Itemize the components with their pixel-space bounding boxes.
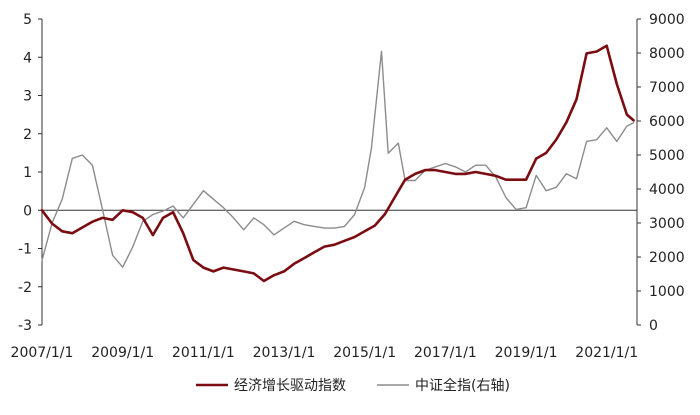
legend: 经济增长驱动指数 中证全指(右轴) <box>196 377 510 394</box>
left-tick-label: -3 <box>18 318 32 334</box>
x-tick-label: 2009/1/1 <box>91 345 154 361</box>
left-tick-label: 5 <box>23 12 32 28</box>
legend-label: 经济增长驱动指数 <box>234 378 346 394</box>
series-layer <box>40 44 635 283</box>
left-tick-label: 4 <box>23 50 32 66</box>
right-tick-label: 4000 <box>649 182 685 198</box>
right-tick-label: 0 <box>649 318 658 334</box>
right-tick-label: 5000 <box>649 148 685 164</box>
x-axis-ticks: 2007/1/1 2009/1/1 2011/1/1 2013/1/1 2015/1/1… <box>11 345 639 361</box>
right-tick-label: 1000 <box>649 284 685 300</box>
left-tick-label: 2 <box>23 127 32 143</box>
left-tick-label: 1 <box>23 165 32 181</box>
left-tick-label: 0 <box>23 203 32 219</box>
right-tick-label: 2000 <box>649 250 685 266</box>
x-tick-label: 2015/1/1 <box>333 345 396 361</box>
legend-label: 中证全指(右轴) <box>415 377 510 394</box>
x-tick-label: 2013/1/1 <box>253 345 316 361</box>
left-tick-label: 3 <box>23 89 32 105</box>
left-tick-label: -1 <box>18 242 32 258</box>
x-tick-label: 2011/1/1 <box>172 345 235 361</box>
left-tick-label: -2 <box>18 280 32 296</box>
x-tick-label: 2019/1/1 <box>495 345 558 361</box>
series-line-csi-all-index <box>41 50 635 268</box>
legend-item-growth-index: 经济增长驱动指数 <box>196 378 346 394</box>
right-tick-label: 9000 <box>649 12 685 28</box>
right-tick-label: 8000 <box>649 46 685 62</box>
series-line-growth-index <box>40 44 635 283</box>
x-tick-label: 2017/1/1 <box>414 345 477 361</box>
x-tick-label: 2007/1/1 <box>11 345 74 361</box>
right-axis-ticks: 9000 8000 7000 6000 5000 4000 3000 2000 1000 0 <box>637 12 685 334</box>
left-axis-ticks: 5 4 3 2 1 0 -1 -2 -3 <box>18 12 42 334</box>
right-tick-label: 3000 <box>649 216 685 232</box>
right-tick-label: 6000 <box>649 114 685 130</box>
legend-item-csi-all-index: 中证全指(右轴) <box>377 377 510 394</box>
axes <box>41 19 638 325</box>
x-tick-label: 2021/1/1 <box>575 345 638 361</box>
right-tick-label: 7000 <box>649 80 685 96</box>
